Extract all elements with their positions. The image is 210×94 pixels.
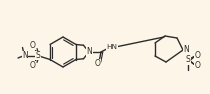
Text: O: O: [30, 41, 35, 50]
Text: O: O: [194, 61, 200, 70]
Text: O: O: [30, 61, 35, 70]
Text: O: O: [194, 50, 200, 60]
Text: N: N: [22, 51, 28, 60]
Text: N: N: [184, 45, 189, 55]
Text: S: S: [36, 51, 40, 60]
Text: N: N: [87, 47, 92, 56]
Text: HN: HN: [106, 44, 117, 50]
Text: S: S: [186, 55, 190, 64]
Text: O: O: [94, 60, 100, 69]
